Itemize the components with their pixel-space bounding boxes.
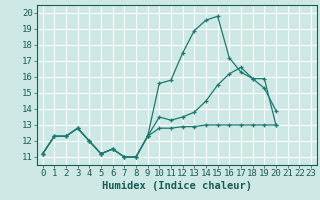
X-axis label: Humidex (Indice chaleur): Humidex (Indice chaleur) — [102, 181, 252, 191]
